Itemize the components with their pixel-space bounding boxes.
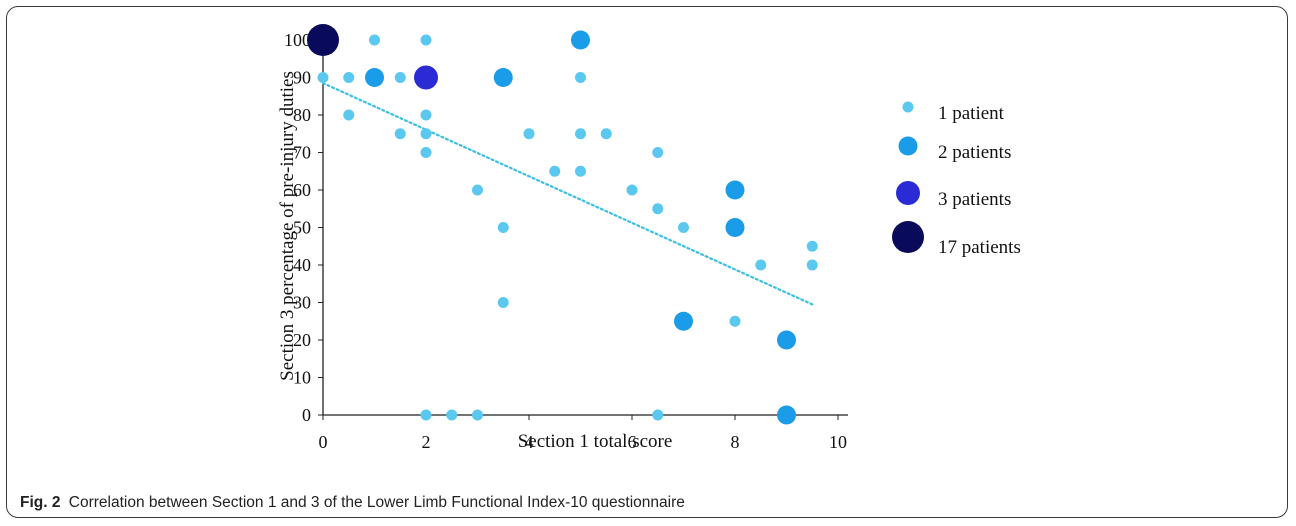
- data-point: [575, 165, 586, 177]
- legend-label: 3 patients: [938, 189, 1011, 210]
- data-point: [307, 24, 339, 56]
- x-tick-label: 8: [731, 432, 740, 452]
- data-point: [652, 409, 664, 421]
- data-point: [806, 259, 818, 271]
- x-axis-title: Section 1 total score: [518, 431, 673, 452]
- data-point: [497, 222, 509, 233]
- data-point: [420, 147, 432, 158]
- data-point: [369, 34, 380, 46]
- data-point: [806, 240, 818, 252]
- data-point: [725, 218, 745, 237]
- y-tick-label: 20: [293, 330, 311, 350]
- data-point: [472, 184, 483, 196]
- legend-label: 17 patients: [938, 237, 1021, 258]
- points-layer: [307, 24, 818, 425]
- y-tick-label: 40: [293, 255, 311, 275]
- data-point: [317, 72, 329, 83]
- legend-label: 2 patients: [938, 142, 1011, 163]
- x-tick-label: 10: [829, 432, 847, 452]
- data-point: [549, 165, 561, 177]
- data-point: [575, 72, 586, 83]
- data-point: [652, 203, 664, 215]
- data-point: [725, 180, 745, 200]
- y-tick-label: 0: [302, 405, 311, 425]
- legend-marker: [898, 136, 918, 156]
- data-point: [343, 72, 355, 83]
- data-point: [678, 222, 689, 233]
- data-point: [420, 409, 432, 421]
- legend-marker: [896, 181, 920, 205]
- data-point: [571, 30, 590, 50]
- x-tick-label: 0: [319, 432, 328, 452]
- figure-frame: [6, 6, 1288, 518]
- scatter-chart: 0 10 20 30 40 50 60 70 80 90 100 0 2 4 6 8 10 1 patient 2…: [277, 24, 1021, 452]
- figure-caption: Fig. 2 Correlation between Section 1 and…: [20, 494, 685, 512]
- figure-caption-text: Correlation between Section 1 and 3 of t…: [68, 494, 685, 511]
- x-tick-label: 2: [422, 432, 431, 452]
- y-tick-label: 30: [293, 293, 311, 313]
- data-point: [420, 128, 432, 140]
- data-point: [472, 409, 483, 421]
- trendline: [321, 82, 814, 306]
- x-tick-label: 4: [525, 432, 534, 452]
- figure-label: Fig. 2: [20, 494, 61, 511]
- legend-marker: [902, 101, 914, 113]
- data-point: [394, 72, 406, 83]
- y-tick-label: 70: [293, 143, 311, 163]
- data-point: [755, 259, 767, 271]
- y-tick-label: 90: [293, 68, 311, 88]
- data-point: [674, 311, 693, 331]
- data-point: [523, 128, 535, 140]
- data-point: [729, 315, 741, 327]
- data-point: [343, 109, 355, 121]
- y-tick-label: 10: [293, 368, 311, 388]
- data-point: [420, 109, 432, 121]
- axes: 0 10 20 30 40 50 60 70 80 90 100 0 2 4 6 8 10: [284, 30, 848, 452]
- data-point: [394, 128, 406, 140]
- legend-marker: [892, 221, 924, 253]
- data-point: [414, 65, 438, 90]
- trendline-layer: [321, 82, 814, 306]
- data-point: [446, 409, 458, 421]
- legend-label: 1 patient: [938, 103, 1005, 124]
- x-tick-label: 6: [628, 432, 637, 452]
- data-point: [600, 128, 612, 140]
- data-point: [497, 297, 509, 308]
- data-point: [420, 34, 432, 46]
- data-point: [365, 68, 384, 87]
- data-point: [626, 184, 638, 196]
- data-point: [493, 68, 513, 87]
- y-axis-title: Section 3 percentage of pre-injury dutie…: [277, 71, 298, 381]
- y-tick-label: 60: [293, 180, 311, 200]
- legend: 1 patient 2 patients 3 patients 17 patients: [892, 101, 1021, 258]
- data-point: [575, 128, 586, 140]
- y-tick-label: 50: [293, 218, 311, 238]
- y-tick-label: 100: [284, 30, 311, 50]
- data-point: [777, 330, 796, 350]
- y-tick-label: 80: [293, 105, 311, 125]
- data-point: [652, 147, 664, 158]
- data-point: [777, 405, 796, 425]
